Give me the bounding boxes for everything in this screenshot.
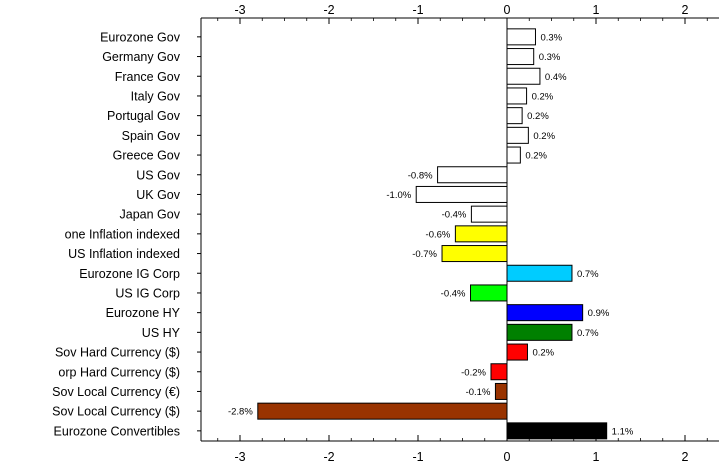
bar (506, 126, 529, 144)
category-label: orp Hard Currency ($) (58, 365, 180, 379)
category-label: Greece Gov (113, 149, 181, 163)
bottom-tick-label: -1 (412, 450, 423, 464)
top-tick-label: -1 (412, 3, 423, 17)
data-label: -0.1% (466, 387, 491, 398)
data-labels: 0.3% 0.3% 0.4% 0.2% 0.2% 0.2% 0.2% -0.8% -1.0% -0… (228, 32, 634, 437)
category-label: US HY (142, 326, 181, 340)
data-label: -0.4% (442, 210, 467, 221)
category-label: Japan Gov (120, 208, 181, 222)
category-label: Eurozone HY (106, 306, 181, 320)
bottom-tick-label: -2 (323, 450, 334, 464)
bottom-tick-label: 0 (504, 450, 511, 464)
data-label: 0.2% (532, 91, 554, 102)
category-label: UK Gov (136, 188, 181, 202)
data-label: 0.2% (525, 151, 547, 162)
data-label: 0.7% (577, 328, 599, 339)
category-label: Eurozone Gov (100, 30, 181, 44)
data-label: -0.6% (426, 229, 451, 240)
bar (506, 304, 584, 322)
category-labels: Eurozone Gov Germany Gov France Gov Italy G… (52, 30, 181, 438)
data-label: 0.7% (577, 269, 599, 280)
bar (415, 185, 508, 203)
category-label: Sov Local Currency (€) (52, 385, 180, 399)
bottom-tick-label: -3 (234, 450, 245, 464)
data-label: -0.7% (412, 249, 437, 260)
bottom-tick-label: 2 (682, 450, 689, 464)
bar (506, 343, 528, 361)
category-label: Spain Gov (122, 129, 181, 143)
category-label: Germany Gov (102, 50, 181, 64)
category-label: US Inflation indexed (68, 247, 180, 261)
bar (506, 264, 573, 282)
top-tick-label: 2 (682, 3, 689, 17)
data-label: 0.3% (539, 52, 561, 63)
data-label: 0.2% (533, 131, 555, 142)
category-label: France Gov (115, 70, 181, 84)
data-label: 0.2% (527, 111, 549, 122)
top-tick-label: 1 (593, 3, 600, 17)
bars (257, 28, 608, 440)
category-label: Eurozone IG Corp (79, 267, 180, 281)
data-label: 0.3% (540, 32, 562, 43)
bar (506, 48, 535, 66)
data-label: -1.0% (386, 190, 411, 201)
bar (506, 146, 521, 164)
data-label: -0.8% (408, 170, 433, 181)
bar (506, 422, 608, 440)
bar (470, 205, 508, 223)
category-label: Italy Gov (131, 89, 181, 103)
bar (506, 323, 573, 341)
bar (506, 87, 528, 105)
category-label: US Gov (136, 168, 181, 182)
bar (494, 382, 508, 400)
category-label: one Inflation indexed (65, 227, 180, 241)
bottom-tick-label: 1 (593, 450, 600, 464)
data-label: 0.9% (588, 308, 610, 319)
category-label: US IG Corp (115, 286, 180, 300)
bar (490, 363, 508, 381)
top-tick-label: -2 (323, 3, 334, 17)
data-label: -0.2% (461, 367, 486, 378)
bar (441, 245, 508, 263)
data-label: -0.4% (441, 288, 466, 299)
bar (506, 28, 536, 46)
data-label: 0.4% (545, 72, 567, 83)
data-label: 1.1% (612, 426, 634, 437)
bar (454, 225, 508, 243)
category-label: Eurozone Convertibles (54, 424, 180, 438)
bar (437, 166, 508, 184)
category-label: Sov Local Currency ($) (52, 405, 180, 419)
top-tick-label: -3 (234, 3, 245, 17)
top-tick-label: 0 (504, 3, 511, 17)
axes: -3 -3 -2 -2 -1 -1 0 0 1 1 2 2 (197, 3, 719, 464)
category-label: Sov Hard Currency ($) (55, 346, 180, 360)
bar (506, 67, 541, 85)
bar (470, 284, 508, 302)
data-label: -2.8% (228, 407, 253, 418)
bar (257, 402, 508, 420)
bar (506, 107, 523, 125)
category-label: Portugal Gov (107, 109, 181, 123)
data-label: 0.2% (532, 348, 554, 359)
